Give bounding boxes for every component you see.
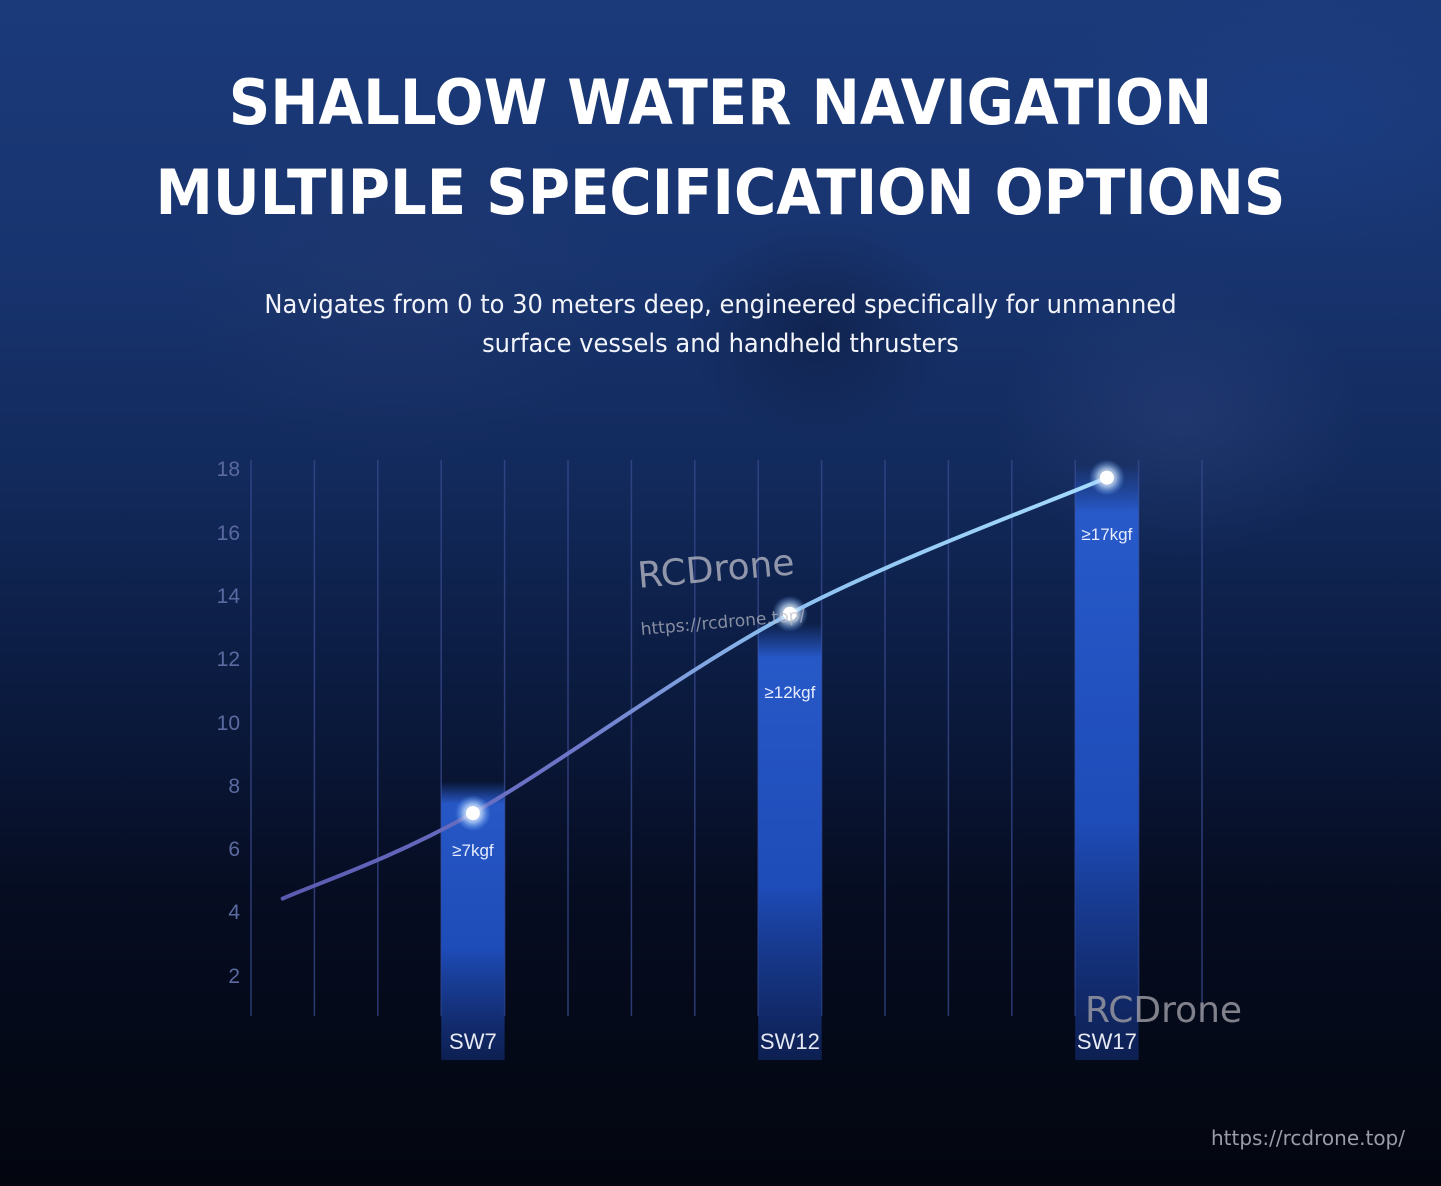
x-tick-sw17: SW17 [1076,1029,1137,1054]
data-points [454,459,1125,832]
trend-line [280,475,1109,901]
x-tick-sw12: SW12 [759,1029,820,1054]
y-tick-label: 8 [228,774,240,798]
title-line-1: SHALLOW WATER NAVIGATION [228,66,1213,139]
bar-sw12 [758,623,822,1060]
subtitle-line-1: Navigates from 0 to 30 meters deep, engi… [264,290,1177,320]
x-tick-sw7: SW7 [449,1029,497,1054]
y-tick-label: 6 [228,838,240,862]
y-tick-label: 12 [216,648,240,672]
watermark-brand-bottom: RCDrone [1085,990,1243,1031]
y-tick-label: 2 [228,964,240,988]
bar-sw17 [1075,464,1139,1061]
y-tick-label: 14 [216,584,240,608]
y-tick-label: 18 [216,458,240,482]
y-tick-label: 16 [216,521,240,545]
page-subtitle: Navigates from 0 to 30 meters deep, engi… [50,286,1390,364]
bars [441,464,1139,1061]
data-point [1099,470,1114,485]
footer-url[interactable]: https://rcdrone.top/ [1210,1126,1405,1150]
data-point [465,806,480,821]
page-title: SHALLOW WATER NAVIGATION MULTIPLE SPECIF… [50,58,1390,238]
bar-value-label: ≥17kgf [1081,524,1133,544]
bar-value-label: ≥12kgf [764,683,816,703]
data-point [782,606,797,621]
bar-value-label: ≥7kgf [452,841,494,861]
title-line-2: MULTIPLE SPECIFICATION OPTIONS [155,156,1286,229]
subtitle-line-2: surface vessels and handheld thrusters [482,329,959,359]
y-tick-label: 4 [228,901,240,925]
y-tick-label: 10 [216,711,240,735]
